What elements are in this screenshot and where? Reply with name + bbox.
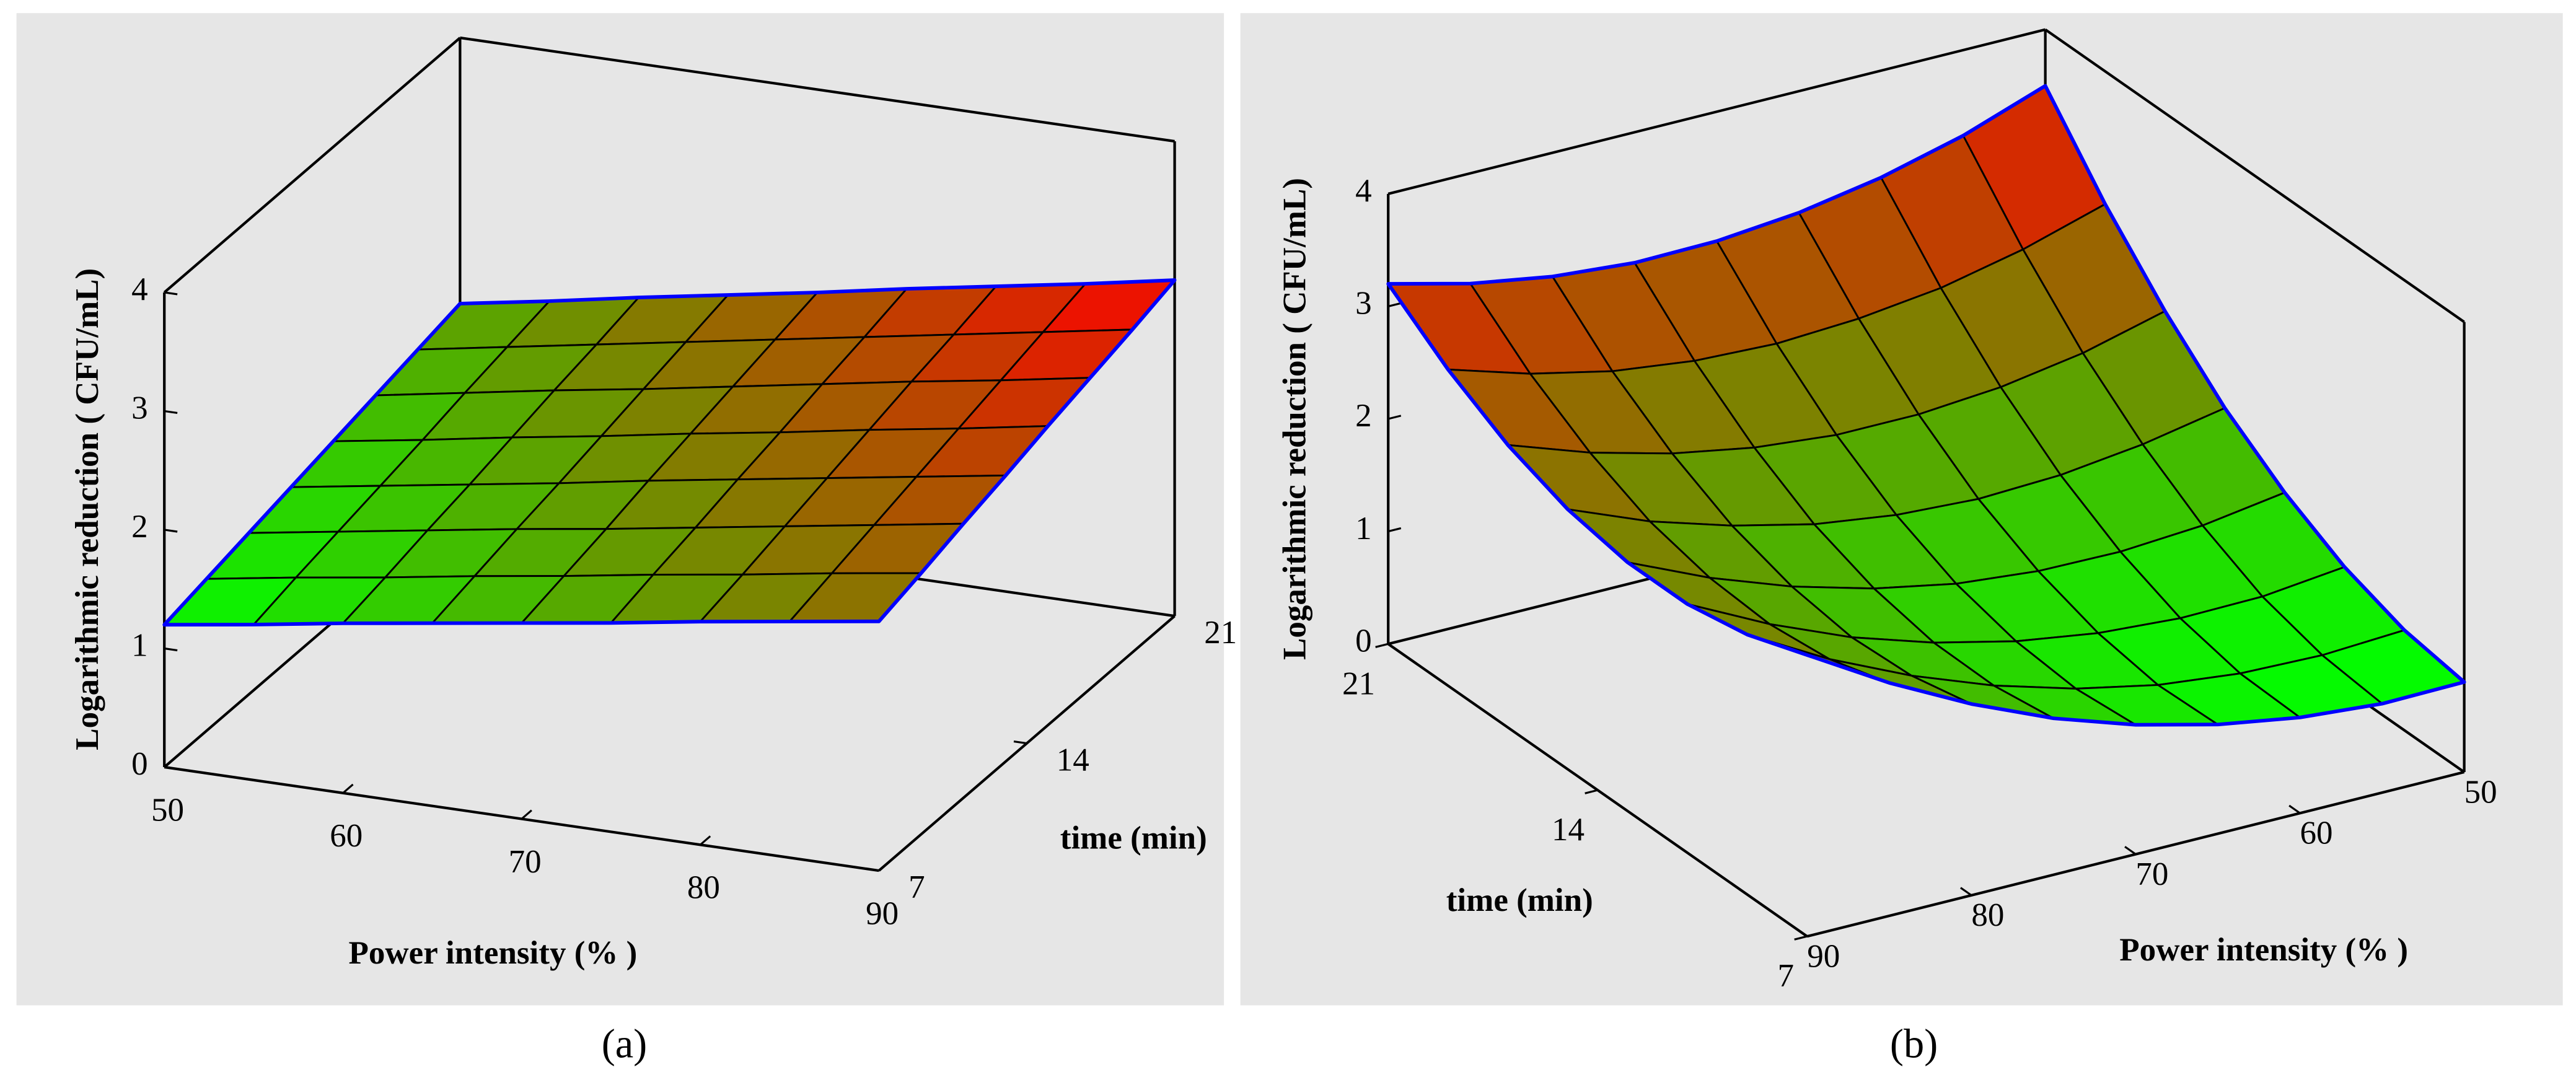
x-tick xyxy=(164,757,175,768)
x-axis-title: Power intensity (% ) xyxy=(2119,932,2408,968)
z-tick-label: 1 xyxy=(1355,511,1372,547)
z-tick xyxy=(164,291,178,296)
z-tick-label: 2 xyxy=(131,509,148,545)
x-tick xyxy=(2288,804,2301,814)
box-edge xyxy=(2044,28,2465,323)
box-edge xyxy=(1387,28,2046,195)
z-tick-label: 0 xyxy=(1355,623,1372,659)
box-edge xyxy=(460,36,1175,143)
x-tick-label: 50 xyxy=(151,792,184,828)
z-tick xyxy=(1387,527,1402,533)
y-tick xyxy=(1794,935,1808,941)
x-tick-label: 80 xyxy=(1971,897,2004,933)
x-tick xyxy=(878,861,890,872)
z-tick-label: 4 xyxy=(131,271,148,307)
z-axis-title: Logarithmic reduction ( CFU/mL) xyxy=(1277,178,1313,660)
z-tick xyxy=(164,647,178,652)
x-tick-label: 50 xyxy=(2464,774,2497,810)
x-tick xyxy=(521,809,532,820)
z-tick xyxy=(164,529,178,533)
z-tick xyxy=(1387,190,1402,195)
z-tick-label: 2 xyxy=(1355,398,1372,434)
y-tick-label: 14 xyxy=(1057,742,1089,778)
x-tick xyxy=(700,835,711,846)
x-tick-label: 90 xyxy=(866,895,899,931)
panel: 0 1 2 3 4 50 60 70 80 907 14 21 Power intensity (% )… xyxy=(69,36,1237,1067)
y-tick-label: 21 xyxy=(1342,665,1375,701)
y-tick-label: 7 xyxy=(1777,958,1794,994)
z-tick xyxy=(164,766,178,770)
x-tick xyxy=(1795,928,1808,938)
surface-edge xyxy=(1386,84,2466,727)
y-tick xyxy=(1013,740,1027,745)
z-tick-label: 3 xyxy=(1355,286,1372,322)
x-tick-label: 70 xyxy=(509,844,542,880)
z-tick xyxy=(164,410,178,415)
x-tick-label: 60 xyxy=(330,818,363,854)
z-tick xyxy=(1387,302,1402,307)
y-tick xyxy=(1161,613,1175,617)
y-tick-label: 21 xyxy=(1204,615,1237,651)
z-tick xyxy=(1387,639,1402,645)
y-tick xyxy=(1585,789,1598,794)
x-tick-label: 70 xyxy=(2135,856,2168,892)
x-tick-label: 60 xyxy=(2300,815,2333,851)
x-axis-title: Power intensity (% ) xyxy=(349,935,638,971)
panel-label: (b) xyxy=(1890,1022,1938,1067)
box-edge xyxy=(163,37,461,294)
y-tick xyxy=(1375,643,1389,648)
y-tick-label: 7 xyxy=(908,869,925,905)
x-tick xyxy=(342,783,354,794)
z-tick-label: 0 xyxy=(131,746,148,782)
y-axis-title: time (min) xyxy=(1446,882,1593,918)
x-tick xyxy=(1960,887,1972,897)
y-axis-title: time (min) xyxy=(1060,820,1207,856)
panel: 0 1 2 3 4 50 60 70 80 90 7 14 21 Power intensity (% )… xyxy=(1277,28,2497,1067)
y-tick xyxy=(866,868,879,872)
z-tick-label: 4 xyxy=(1355,173,1372,209)
x-tick-label: 80 xyxy=(687,870,720,906)
y-tick-label: 14 xyxy=(1552,812,1585,848)
z-axis-title: Logarithmic reduction ( CFU/mL) xyxy=(69,268,105,750)
panel-label: (a) xyxy=(602,1022,648,1067)
x-tick xyxy=(2124,846,2137,855)
z-tick xyxy=(1387,415,1402,420)
z-tick-label: 3 xyxy=(131,390,148,426)
z-tick-label: 1 xyxy=(131,628,148,664)
x-tick-label: 90 xyxy=(1807,938,1840,974)
x-tick xyxy=(2453,763,2465,773)
surface-edge xyxy=(162,278,1177,627)
